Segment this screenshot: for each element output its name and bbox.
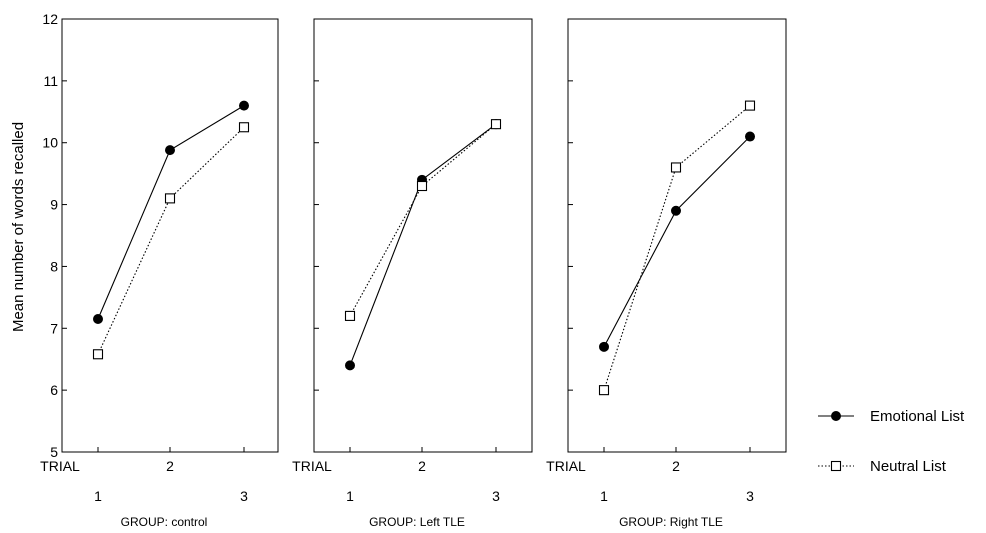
data-point-emotional [345,360,355,371]
y-tick-label: 9 [50,197,58,213]
legend-marker [831,411,841,421]
data-point-neutral [164,193,176,204]
legend-marker [830,460,842,472]
panel-frame [313,18,533,453]
y-tick-label: 10 [42,135,58,151]
data-point-neutral [238,122,250,133]
legend-item-neutral: Neutral List [818,458,947,475]
panel-frame [61,18,279,453]
y-tick-label: 11 [43,73,58,89]
data-point-emotional [239,100,249,111]
data-point-neutral [490,119,502,130]
group-label: GROUP: Right TLE [619,515,723,529]
series-line-neutral [603,105,751,391]
y-tick-label: 12 [42,11,58,27]
y-tick-label: 7 [50,320,58,336]
data-point-emotional [165,145,175,156]
legend-item-emotional: Emotional List [818,408,965,425]
data-point-neutral [344,310,356,321]
legend-label: Neutral List [870,458,947,475]
series-line-neutral [349,123,497,317]
x-tick-label: 2 [418,458,426,474]
data-point-emotional [745,131,755,142]
panel-2: 1 2 3 TRIAL GROUP: Left TLE [292,18,533,529]
data-point-emotional [93,314,103,325]
data-point-emotional [599,341,609,352]
group-label: GROUP: control [121,515,208,529]
data-point-neutral [92,349,104,360]
series-line-emotional [349,123,497,366]
x-tick-label: 3 [240,488,248,504]
y-tick-label: 6 [50,382,58,398]
data-point-neutral [744,100,756,111]
series-line-neutral [97,126,245,355]
series-line-emotional [97,105,245,320]
data-point-neutral [416,180,428,192]
y-tick-label: 8 [50,258,58,274]
x-tick-label: 2 [166,458,174,474]
x-tick-label: 1 [600,488,608,504]
legend: Emotional List Neutral List [818,408,965,475]
x-tick-label: 1 [94,488,102,504]
data-point-emotional [671,205,681,216]
legend-label: Emotional List [870,408,965,425]
data-point-neutral [670,162,682,173]
x-tick-label: 2 [672,458,680,474]
x-tick-label: 1 [346,488,354,504]
data-point-neutral [598,385,610,396]
trial-label: TRIAL [546,458,586,474]
trial-label: TRIAL [40,458,80,474]
panel-frame [567,18,787,453]
x-tick-label: 3 [492,488,500,504]
y-tick-label: 5 [50,444,58,460]
trial-label: TRIAL [292,458,332,474]
group-label: GROUP: Left TLE [369,515,465,529]
x-tick-label: 3 [746,488,754,504]
y-axis-label: Mean number of words recalled [10,122,27,332]
panel-3: 1 2 3 TRIAL GROUP: Right TLE [546,18,787,529]
